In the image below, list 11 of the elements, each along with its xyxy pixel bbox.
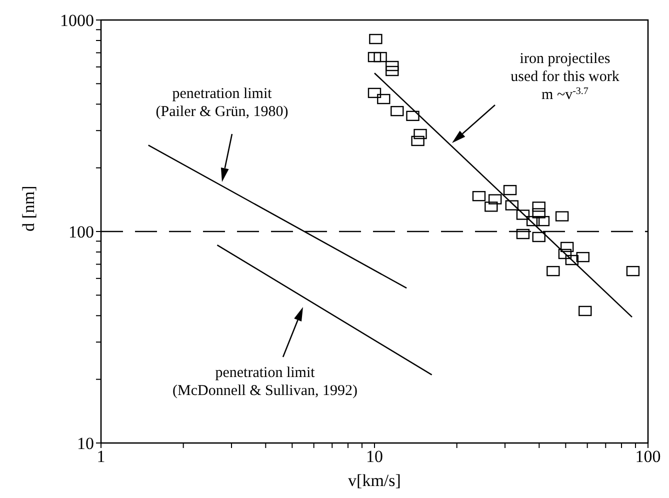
y-axis-title: d [nm] [19, 186, 38, 232]
annotation: penetration limit (McDonnell & Sullivan, 1992) [172, 365, 358, 399]
y-tick-label: 1000 [60, 11, 94, 30]
y-tick-label: 10 [77, 434, 94, 454]
annotation: penetration limit (Pailer & Grün, 1980) [156, 86, 288, 120]
annotation: iron projectiles used for this work m ~v$^{-3.7}$ [510, 51, 620, 103]
x-tick-label: 100 [635, 447, 661, 466]
x-tick-label: 10 [366, 447, 383, 466]
x-axis-title: v[km/s] [348, 471, 401, 490]
x-tick-label: 1 [96, 447, 106, 466]
y-tick-label: 100 [68, 222, 94, 242]
